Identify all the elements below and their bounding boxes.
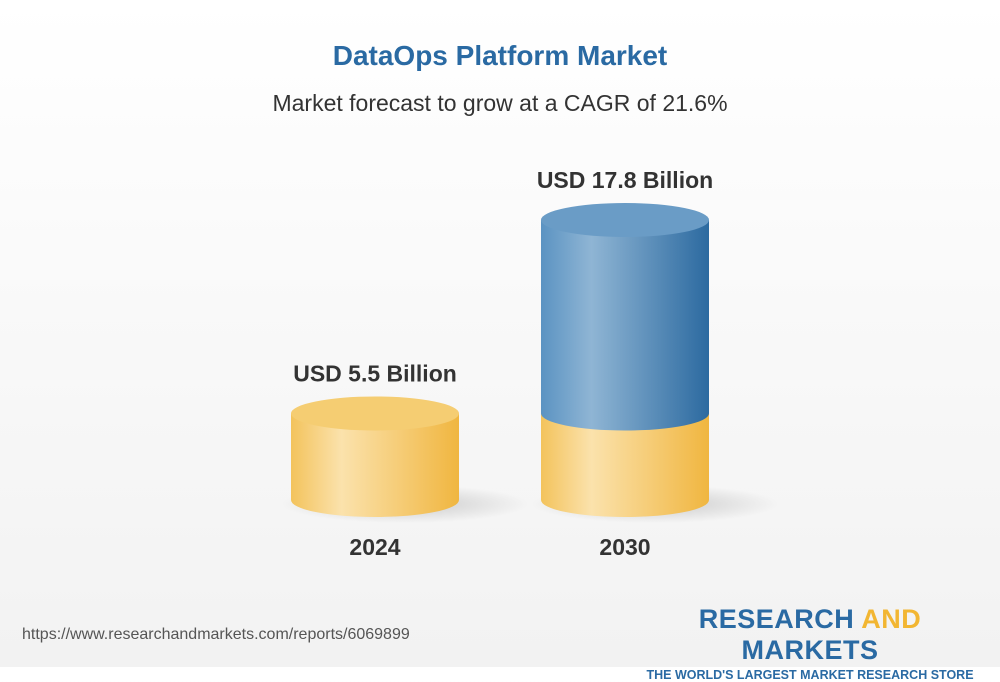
cylinder-chart: USD 5.5 Billion 2024 USD 17.8 Billion 2030 xyxy=(281,167,779,560)
logo-text-3: MARKETS xyxy=(741,635,879,665)
bar-top xyxy=(541,203,709,237)
logo-tagline: THE WORLD'S LARGEST MARKET RESEARCH STOR… xyxy=(646,668,974,682)
bar-growth-segment xyxy=(541,220,709,431)
chart-title: DataOps Platform Market xyxy=(332,40,668,71)
report-url[interactable]: https://www.researchandmarkets.com/repor… xyxy=(22,626,410,643)
data-label: USD 17.8 Billion xyxy=(537,167,713,193)
category-label: 2030 xyxy=(599,534,650,560)
chart-subtitle: Market forecast to grow at a CAGR of 21.… xyxy=(272,90,728,116)
logo-text-2: AND xyxy=(861,604,922,634)
logo-text-1: RESEARCH xyxy=(698,604,862,634)
bar-base-segment xyxy=(291,413,459,517)
category-label: 2024 xyxy=(349,534,400,560)
data-label: USD 5.5 Billion xyxy=(293,360,457,386)
bar-base-segment xyxy=(541,413,709,517)
research-and-markets-logo: RESEARCH AND MARKETS THE WORLD'S LARGEST… xyxy=(640,604,980,682)
bar-top xyxy=(291,396,459,431)
